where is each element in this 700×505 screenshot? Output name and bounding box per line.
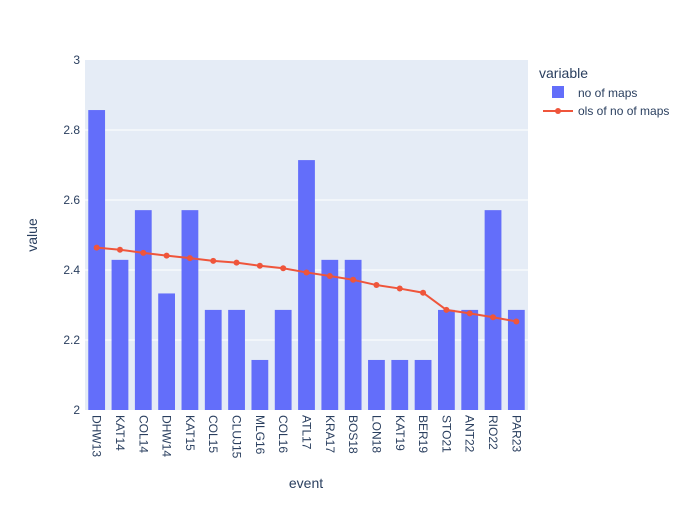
ols-point <box>373 282 380 289</box>
ols-point <box>280 265 287 272</box>
bar <box>507 309 525 410</box>
ols-point <box>210 257 217 264</box>
x-tick-label: COL15 <box>206 415 220 453</box>
x-tick-label: DHW13 <box>90 415 104 457</box>
legend-label-line: ols of no of maps <box>578 104 669 118</box>
x-tick-label: COL14 <box>136 415 150 453</box>
y-tick-label: 3 <box>73 53 80 67</box>
x-tick-label: COL16 <box>276 415 290 453</box>
ols-point <box>303 269 310 276</box>
y-tick-label: 2.6 <box>63 193 80 207</box>
ols-point <box>513 318 520 325</box>
ols-point <box>420 289 427 296</box>
y-tick-label: 2.8 <box>63 123 80 137</box>
bar <box>88 110 106 411</box>
ols-point <box>116 246 123 253</box>
x-tick-label: ATL17 <box>300 415 314 450</box>
bar <box>134 210 152 410</box>
bar <box>204 309 222 410</box>
ols-point <box>350 276 357 283</box>
x-tick-label: RIO22 <box>486 415 500 450</box>
ols-point <box>140 249 147 256</box>
legend-item-line[interactable]: ols of no of maps <box>543 104 669 118</box>
bar <box>181 210 199 410</box>
x-tick-label: KAT19 <box>393 415 407 451</box>
x-tick-label: PAR23 <box>509 415 523 452</box>
bar <box>461 309 479 410</box>
ols-point <box>490 314 497 321</box>
bar <box>158 293 175 410</box>
x-axis-title: event <box>289 475 323 491</box>
legend-line-marker <box>555 108 561 114</box>
bar <box>228 309 245 410</box>
y-tick-label: 2.4 <box>63 263 80 277</box>
legend-title: variable <box>539 65 588 81</box>
ols-point <box>93 244 100 251</box>
bar <box>368 359 385 410</box>
legend-bar-swatch <box>552 86 564 98</box>
x-tick-label: KAT14 <box>113 415 127 451</box>
bar <box>414 359 432 410</box>
ols-point <box>256 262 263 269</box>
legend-item-bar[interactable]: no of maps <box>552 86 637 100</box>
bar <box>438 309 455 410</box>
ols-point <box>233 259 240 266</box>
y-tick-label: 2.2 <box>63 333 80 347</box>
x-tick-label: MLG16 <box>253 415 267 455</box>
bar <box>391 359 409 410</box>
legend-label-bar: no of maps <box>578 86 637 100</box>
bar <box>484 210 502 410</box>
x-tick-label: CLUJ15 <box>230 415 244 459</box>
x-tick-label: LON18 <box>369 415 383 453</box>
bar <box>111 259 129 410</box>
x-tick-label: BOS18 <box>346 415 360 454</box>
ols-point <box>326 272 333 279</box>
ols-point <box>186 255 193 262</box>
ols-point <box>396 285 403 292</box>
bar <box>344 259 362 410</box>
x-tick-label: STO21 <box>439 415 453 453</box>
x-tick-label: BER19 <box>416 415 430 453</box>
x-tick-label: ANT22 <box>463 415 477 453</box>
y-axis-title: value <box>24 218 40 252</box>
y-tick-label: 2 <box>73 403 80 417</box>
bar <box>321 259 339 410</box>
ols-point <box>163 252 170 259</box>
bar <box>274 309 292 410</box>
x-tick-label: KAT15 <box>183 415 197 451</box>
x-tick-label: KRA17 <box>323 415 337 453</box>
legend: variable no of maps ols of no of maps <box>539 65 669 118</box>
ols-point <box>443 306 450 313</box>
x-tick-label: DHW14 <box>160 415 174 457</box>
bar <box>251 359 269 410</box>
ols-point <box>466 310 473 317</box>
bar <box>298 160 315 410</box>
